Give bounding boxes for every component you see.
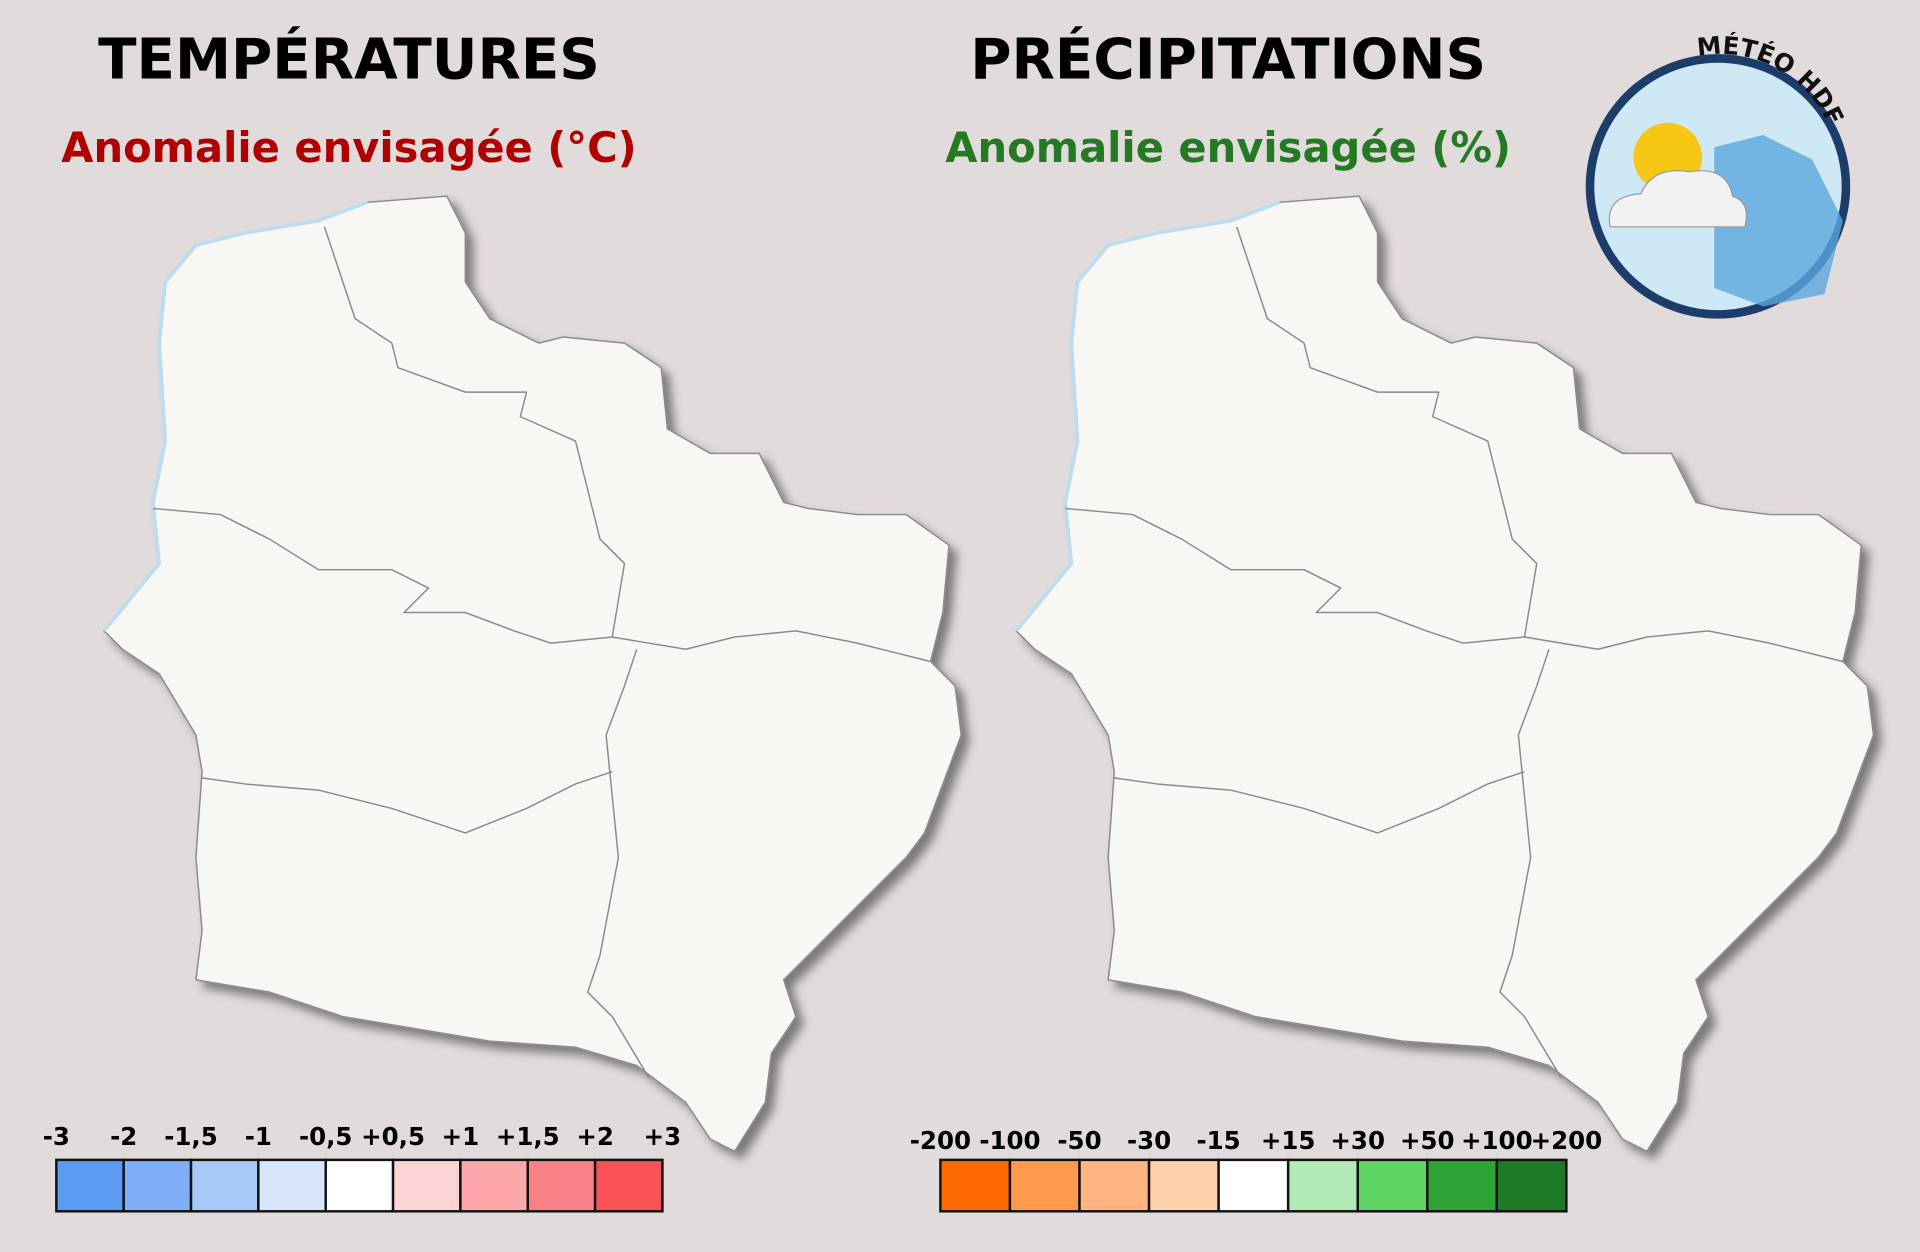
legend-swatch — [459, 1158, 529, 1213]
legend-label: -15 — [1197, 1126, 1241, 1155]
legend-label: -30 — [1127, 1126, 1171, 1155]
legend-label: +1,5 — [496, 1122, 560, 1151]
legend-swatch — [939, 1158, 1012, 1213]
legend-label: -2 — [110, 1122, 137, 1151]
legend-label: -100 — [979, 1126, 1040, 1155]
legend-label: +3 — [644, 1122, 682, 1151]
legend-swatch — [1217, 1158, 1290, 1213]
legend-swatch — [324, 1158, 395, 1213]
legend-swatch — [526, 1158, 597, 1213]
panel-title: PRÉCIPITATIONS — [970, 25, 1486, 93]
legend-label: +200 — [1531, 1126, 1603, 1155]
legend-swatch — [1426, 1158, 1499, 1213]
legend-label: +2 — [576, 1122, 614, 1151]
legend-label: -1 — [245, 1122, 272, 1151]
legend-label: -0,5 — [299, 1122, 353, 1151]
panel-title: TEMPÉRATURES — [98, 25, 600, 93]
legend-swatch — [1078, 1158, 1151, 1213]
legend-label: -1,5 — [164, 1122, 218, 1151]
legend-label: +50 — [1400, 1126, 1455, 1155]
legend-label: +15 — [1261, 1126, 1316, 1155]
legend-swatch — [55, 1158, 125, 1213]
legend-label: -3 — [43, 1122, 70, 1151]
legend-label: +1 — [442, 1122, 480, 1151]
map-left — [104, 196, 961, 1151]
legend-swatch — [1286, 1158, 1359, 1213]
map-right — [1016, 196, 1873, 1151]
legend-swatch — [1356, 1158, 1429, 1213]
legend-label: -200 — [910, 1126, 971, 1155]
logo: MÉTÉO HDF — [1585, 31, 1851, 319]
legend-swatch — [1008, 1158, 1081, 1213]
legend-label: +0,5 — [361, 1122, 425, 1151]
legend-swatch — [593, 1158, 664, 1213]
legend-label: +30 — [1330, 1126, 1385, 1155]
panel-subtitle: Anomalie envisagée (°C) — [61, 123, 636, 172]
legend-swatch — [122, 1158, 193, 1213]
legend-swatch — [189, 1158, 260, 1213]
legend-swatch — [1147, 1158, 1220, 1213]
legend-swatch — [257, 1158, 327, 1213]
legend-swatch — [391, 1158, 462, 1213]
legend-label: -50 — [1057, 1126, 1101, 1155]
panel-subtitle: Anomalie envisagée (%) — [945, 123, 1511, 172]
legend-label: +100 — [1461, 1126, 1533, 1155]
legend-swatch — [1495, 1158, 1568, 1213]
